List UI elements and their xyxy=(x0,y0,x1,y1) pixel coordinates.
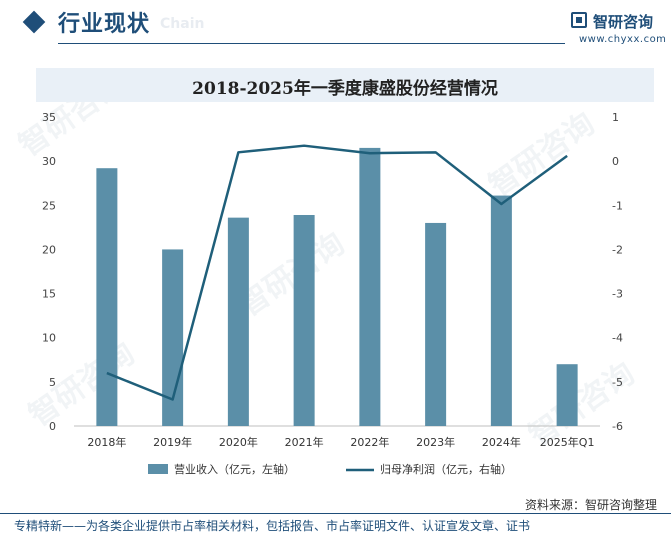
legend-swatch-revenue xyxy=(148,464,168,474)
line-net-profit xyxy=(106,144,568,401)
chart-title-bar: 2018-2025年一季度康盛股份经营情况 xyxy=(36,68,654,102)
bar-revenue xyxy=(227,217,249,426)
legend-label-net-profit: 归母净利润（亿元，右轴） xyxy=(380,462,512,476)
y-left-tick-label: 30 xyxy=(42,155,56,168)
y-right-tick-label: -1 xyxy=(612,199,623,212)
y-left-tick-label: 20 xyxy=(42,243,56,256)
y-left-tick-label: 35 xyxy=(42,111,56,124)
section-header: 行业现状 Chain xyxy=(0,0,671,48)
header-divider xyxy=(58,43,565,44)
y-right-tick-label: -6 xyxy=(612,420,623,433)
chart-title: 2018-2025年一季度康盛股份经营情况 xyxy=(192,79,498,99)
bar-revenue xyxy=(425,222,447,426)
x-tick-label: 2023年 xyxy=(416,435,455,449)
y-right-tick-label: -3 xyxy=(612,288,623,301)
bar-revenue xyxy=(359,147,381,426)
brand-name: 智研咨询 xyxy=(593,13,654,31)
y-left-tick-label: 0 xyxy=(49,420,56,433)
bar-revenue xyxy=(556,364,578,426)
brand-url: www.chyxx.com xyxy=(579,34,667,45)
x-tick-label: 2019年 xyxy=(153,435,192,449)
source-note: 资料来源：智研咨询整理 xyxy=(524,498,657,512)
bar-revenue xyxy=(490,195,512,426)
x-tick-label: 2020年 xyxy=(219,435,258,449)
y-left-tick-label: 25 xyxy=(42,199,56,212)
legend-label-revenue: 营业收入（亿元，左轴） xyxy=(174,462,295,476)
y-right-tick-label: -4 xyxy=(612,332,623,345)
y-left-tick-label: 15 xyxy=(42,288,56,301)
bar-revenue xyxy=(293,214,315,426)
y-right-tick-label: -5 xyxy=(612,376,623,389)
section-title-en: Chain xyxy=(160,16,205,32)
y-left-tick-label: 10 xyxy=(42,332,56,345)
x-tick-label: 2025年Q1 xyxy=(540,435,595,449)
x-tick-label: 2022年 xyxy=(350,435,389,449)
y-right-tick-label: 1 xyxy=(612,111,619,124)
x-tick-label: 2018年 xyxy=(87,435,126,449)
x-tick-label: 2021年 xyxy=(285,435,324,449)
logo-icon xyxy=(571,12,587,28)
brand-logo: 智研咨询 www.chyxx.com xyxy=(571,8,666,48)
y-right-tick-label: 0 xyxy=(612,155,619,168)
bar-revenue xyxy=(96,168,118,426)
y-right-tick-label: -2 xyxy=(612,243,623,256)
y-left-tick-label: 5 xyxy=(49,376,56,389)
footer-divider xyxy=(0,513,671,514)
x-tick-label: 2024年 xyxy=(482,435,521,449)
footer-text: 专精特新——为各类企业提供市占率相关材料，包括报告、市占率证明文件、认证宣发文章… xyxy=(14,519,531,533)
section-title: 行业现状 xyxy=(58,12,151,37)
